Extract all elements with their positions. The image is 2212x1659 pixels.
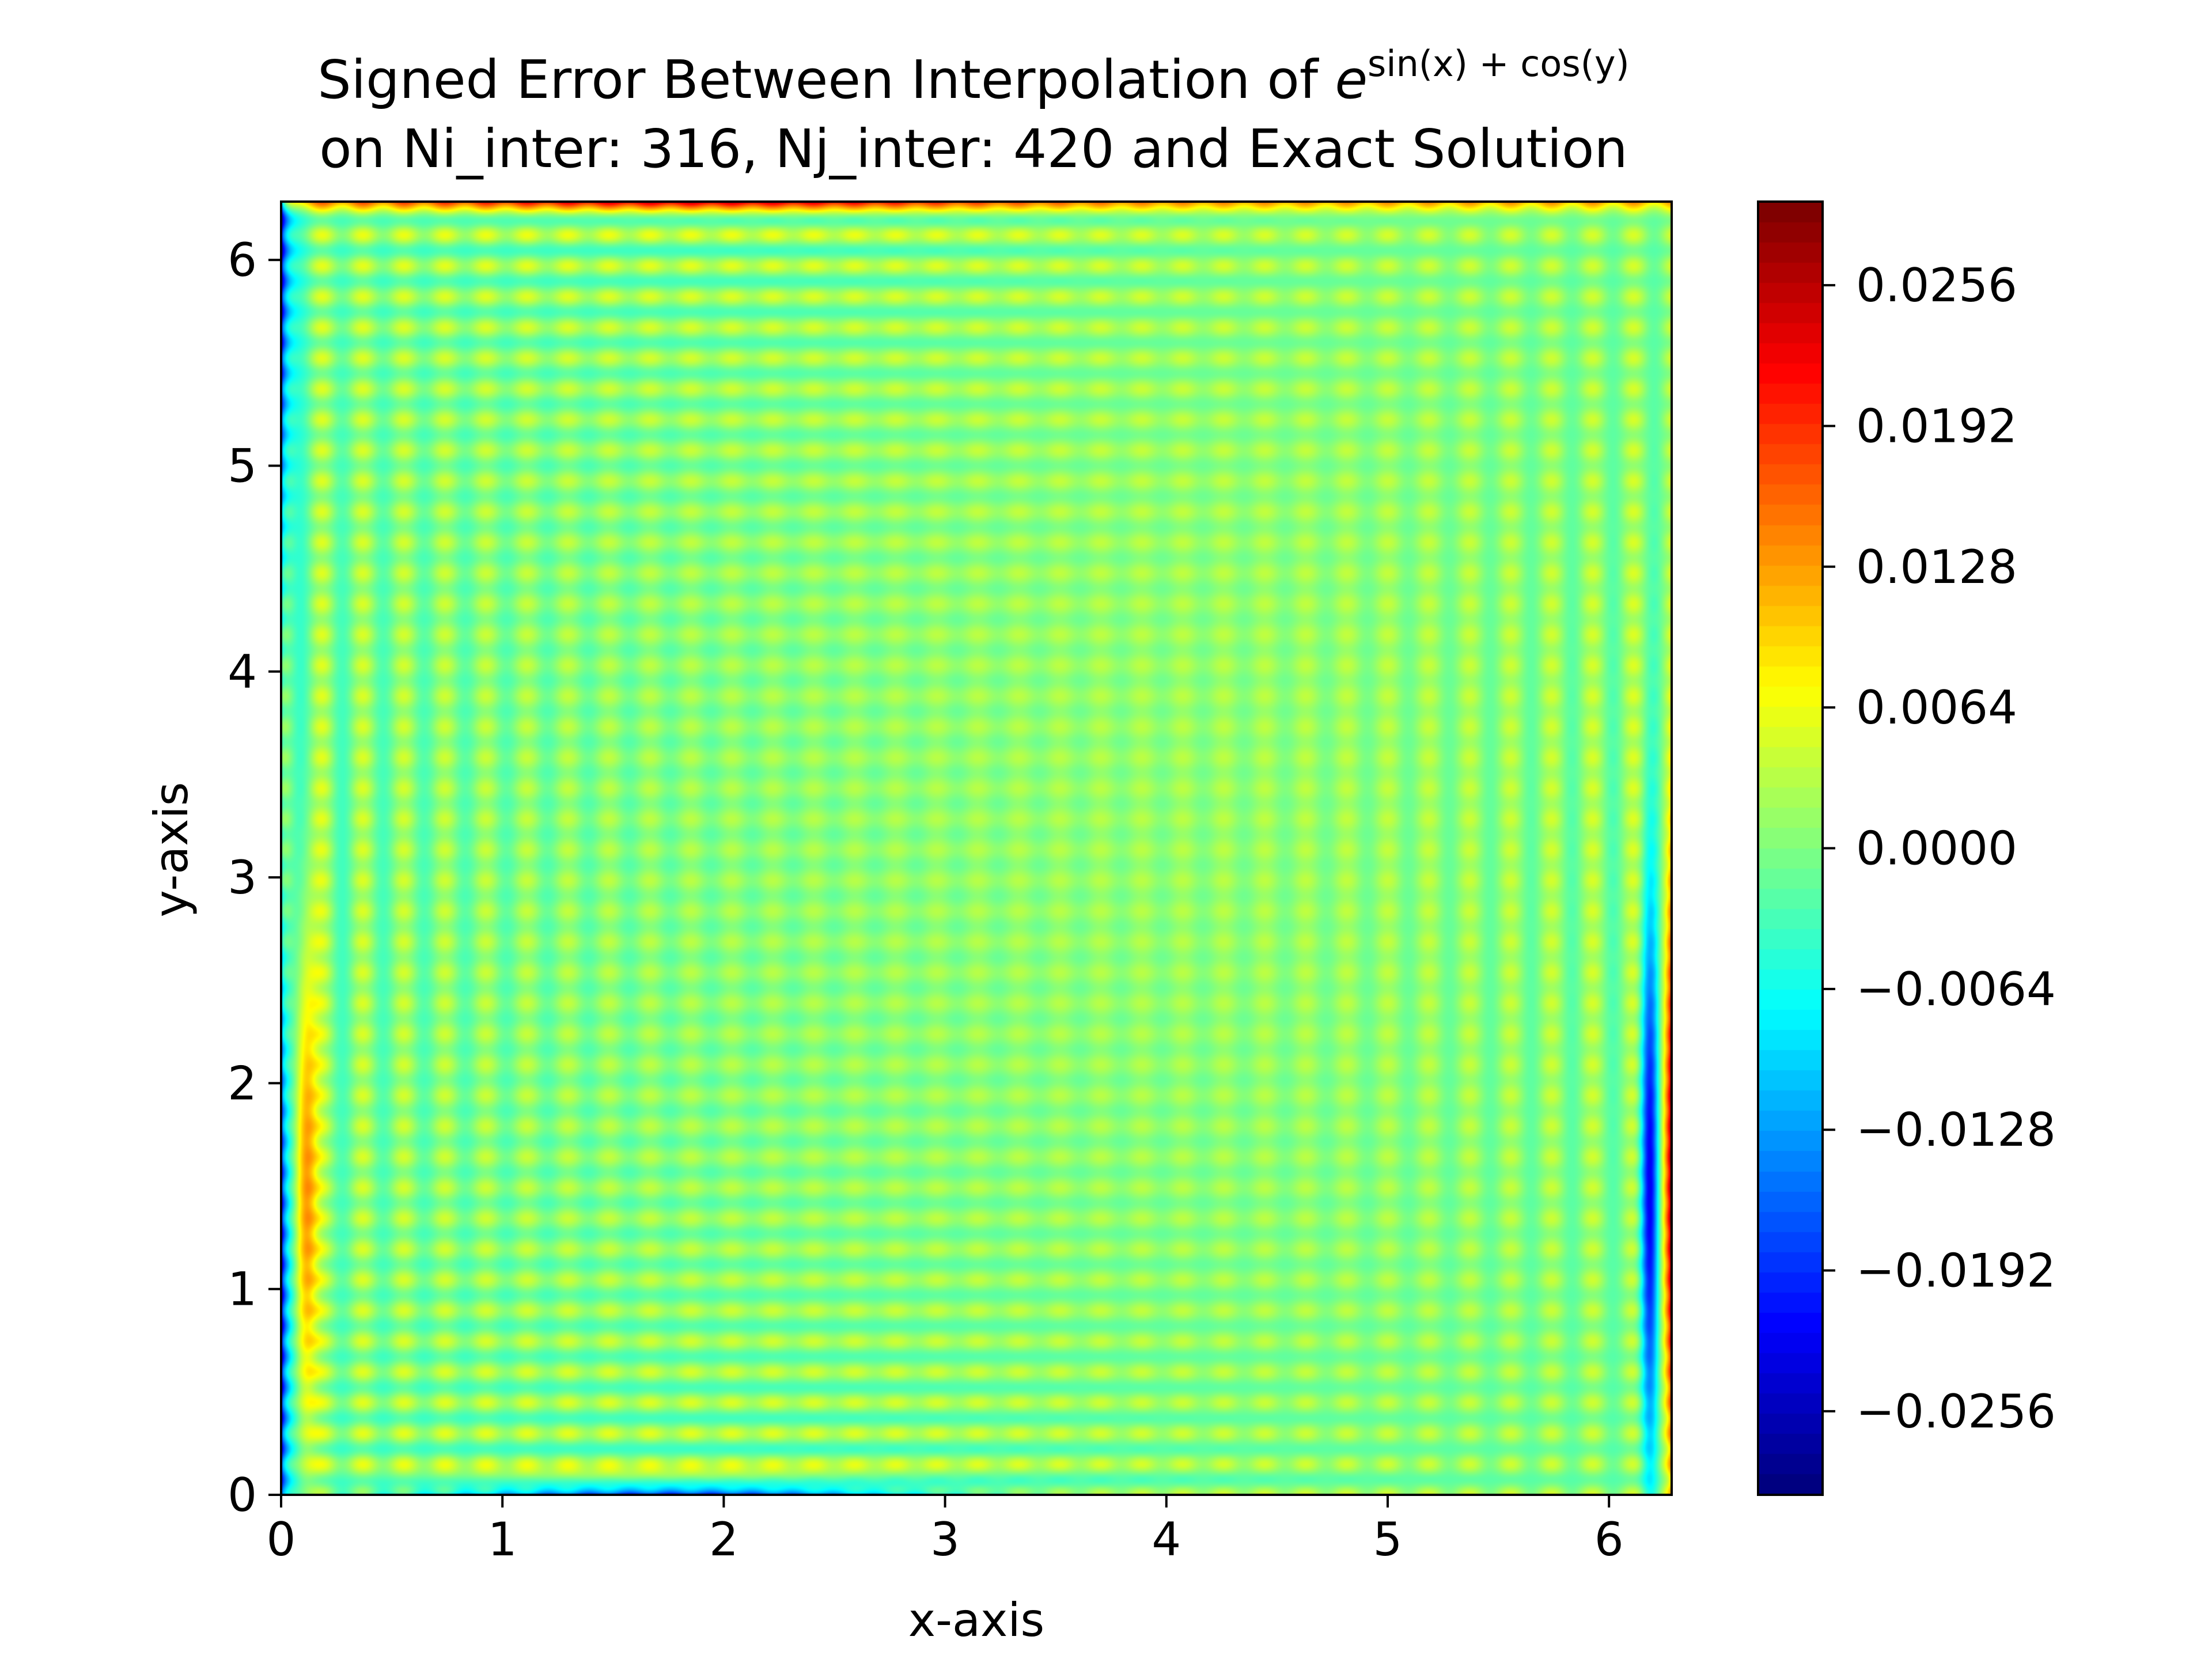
chart-subtitle: on Ni_inter: 316, Nj_inter: 420 and Exac… bbox=[319, 118, 1627, 180]
x-axis-ticks: 0 1 2 3 4 5 6 bbox=[267, 1495, 1624, 1566]
y-tick-label: 5 bbox=[228, 439, 257, 493]
colorbar-tick-label: −0.0192 bbox=[1856, 1244, 2056, 1298]
colorbar-tick-label: 0.0000 bbox=[1856, 822, 2017, 876]
colorbar-tick-label: −0.0256 bbox=[1856, 1385, 2056, 1438]
colorbar-tick-label: 0.0128 bbox=[1856, 540, 2017, 594]
chart-title: Signed Error Between Interpolation of es… bbox=[317, 43, 1629, 111]
y-axis-label: y-axis bbox=[145, 782, 198, 917]
x-tick-label: 3 bbox=[930, 1513, 960, 1566]
colorbar-tick-label: 0.0064 bbox=[1856, 681, 2017, 734]
y-tick-label: 6 bbox=[228, 233, 257, 287]
y-tick-label: 1 bbox=[228, 1263, 257, 1316]
colorbar-ticks: 0.0256 0.0192 0.0128 0.0064 0.0000 −0.0064 −0.… bbox=[1823, 259, 2056, 1438]
heatmap bbox=[281, 202, 1672, 1495]
colorbar-tick-label: −0.0128 bbox=[1856, 1103, 2056, 1157]
colorbar-tick-label: 0.0192 bbox=[1856, 399, 2017, 453]
y-axis-ticks: 0 1 2 3 4 5 6 bbox=[228, 233, 281, 1522]
x-tick-label: 5 bbox=[1373, 1513, 1403, 1566]
x-tick-label: 1 bbox=[488, 1513, 517, 1566]
y-tick-label: 3 bbox=[228, 851, 257, 904]
x-tick-label: 0 bbox=[267, 1513, 296, 1566]
y-tick-label: 0 bbox=[228, 1468, 257, 1522]
y-tick-label: 4 bbox=[228, 645, 257, 699]
colorbar-gradient bbox=[1758, 202, 1823, 1495]
x-tick-label: 2 bbox=[709, 1513, 738, 1566]
x-tick-label: 4 bbox=[1152, 1513, 1181, 1566]
x-tick-label: 6 bbox=[1594, 1513, 1624, 1566]
colorbar-tick-label: −0.0064 bbox=[1856, 963, 2056, 1016]
x-axis-label: x-axis bbox=[908, 1593, 1044, 1647]
colorbar-tick-label: 0.0256 bbox=[1856, 259, 2017, 312]
y-tick-label: 2 bbox=[228, 1056, 257, 1110]
plot-frame bbox=[280, 200, 1673, 1496]
